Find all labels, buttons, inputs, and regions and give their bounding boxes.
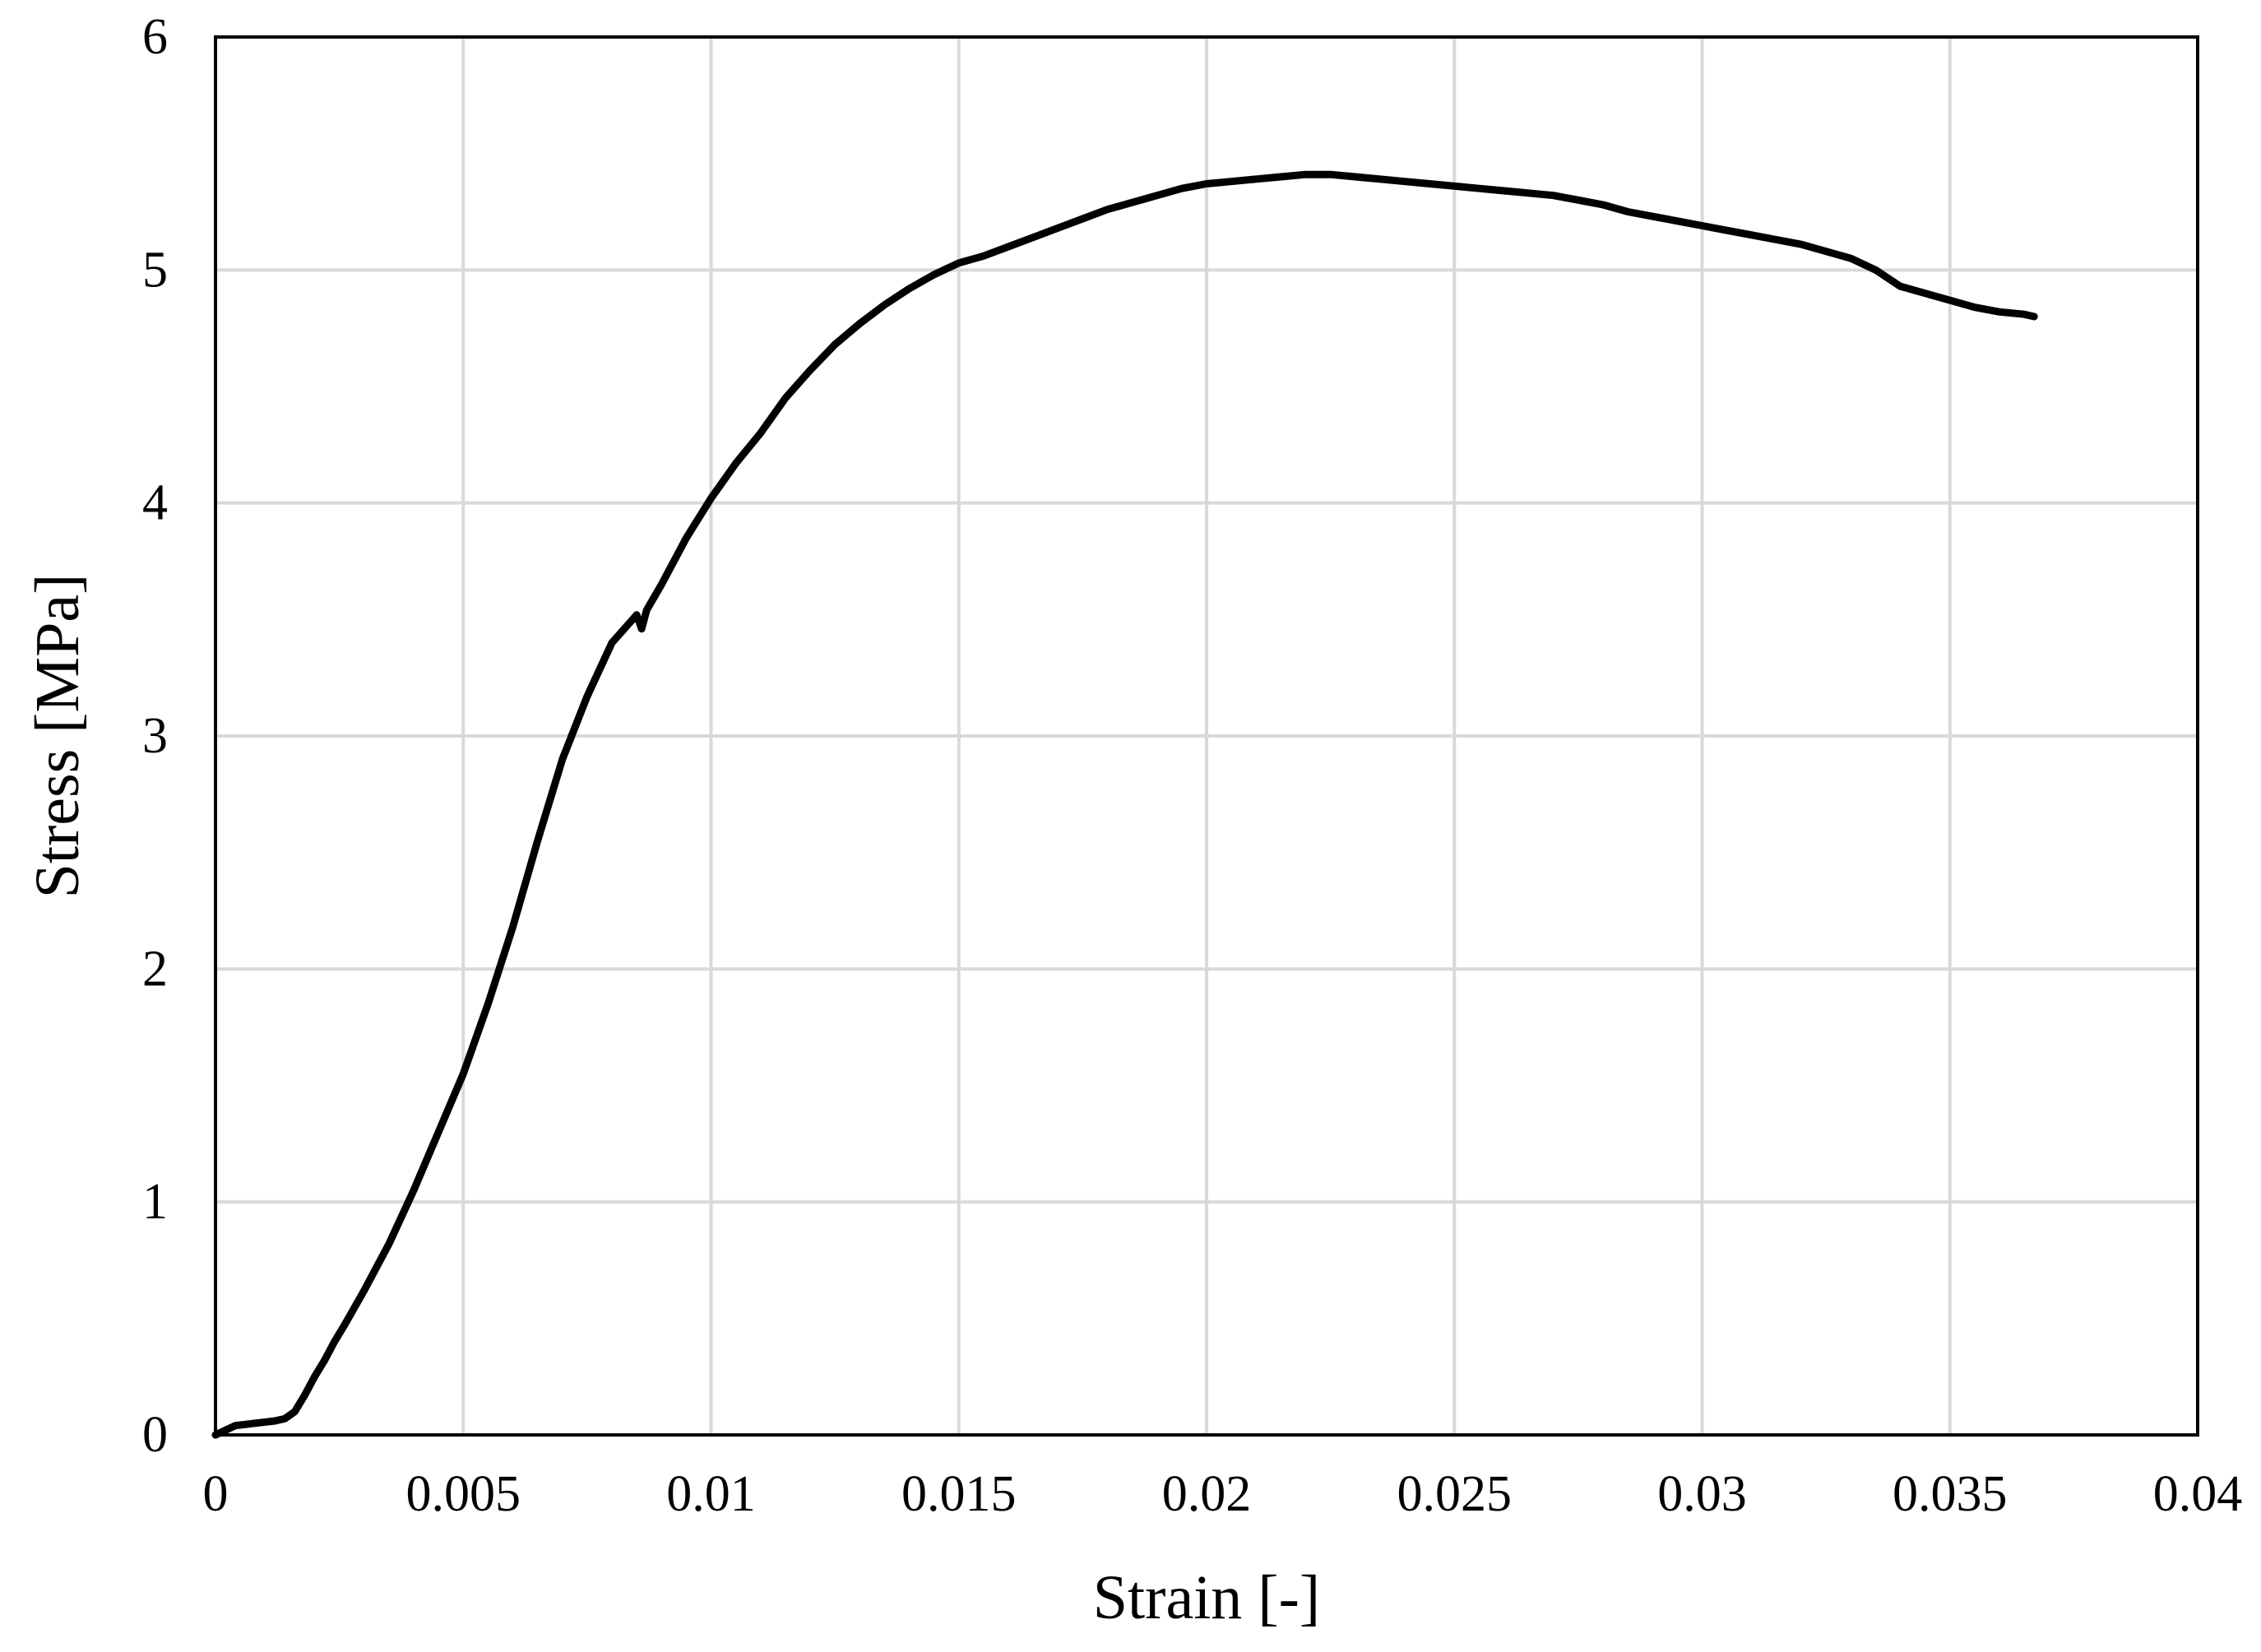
x-tick-label: 0.01 [666,1466,756,1522]
gridlines [215,37,2198,1435]
plot-area-frame [214,35,2199,1437]
y-tick-label: 1 [142,1174,168,1230]
y-tick-label: 6 [142,9,168,65]
y-tick-label: 2 [142,941,168,997]
x-tick-label: 0.005 [406,1466,521,1522]
y-tick-label: 5 [142,242,168,298]
x-tick-label: 0.02 [1162,1466,1252,1522]
y-axis-title: Stress [MPa] [23,574,92,899]
x-tick-label: 0.015 [901,1466,1017,1522]
y-axis-tick-labels: 0 1 2 3 4 5 6 [142,9,168,1463]
x-axis-title: Strain [-] [1093,1563,1320,1632]
x-tick-label: 0.03 [1657,1466,1747,1522]
y-tick-label: 3 [142,708,168,764]
x-tick-label: 0.04 [2153,1466,2243,1522]
stress-strain-curve [211,170,2038,1439]
y-tick-label: 4 [142,475,168,531]
x-axis-tick-labels: 0 0.005 0.01 0.015 0.02 0.025 0.03 0.035 0.04 [203,1466,2243,1522]
y-tick-label: 0 [142,1407,168,1463]
x-tick-label: 0.025 [1397,1466,1513,1522]
x-tick-label: 0.035 [1893,1466,2008,1522]
x-tick-label: 0 [203,1466,229,1522]
